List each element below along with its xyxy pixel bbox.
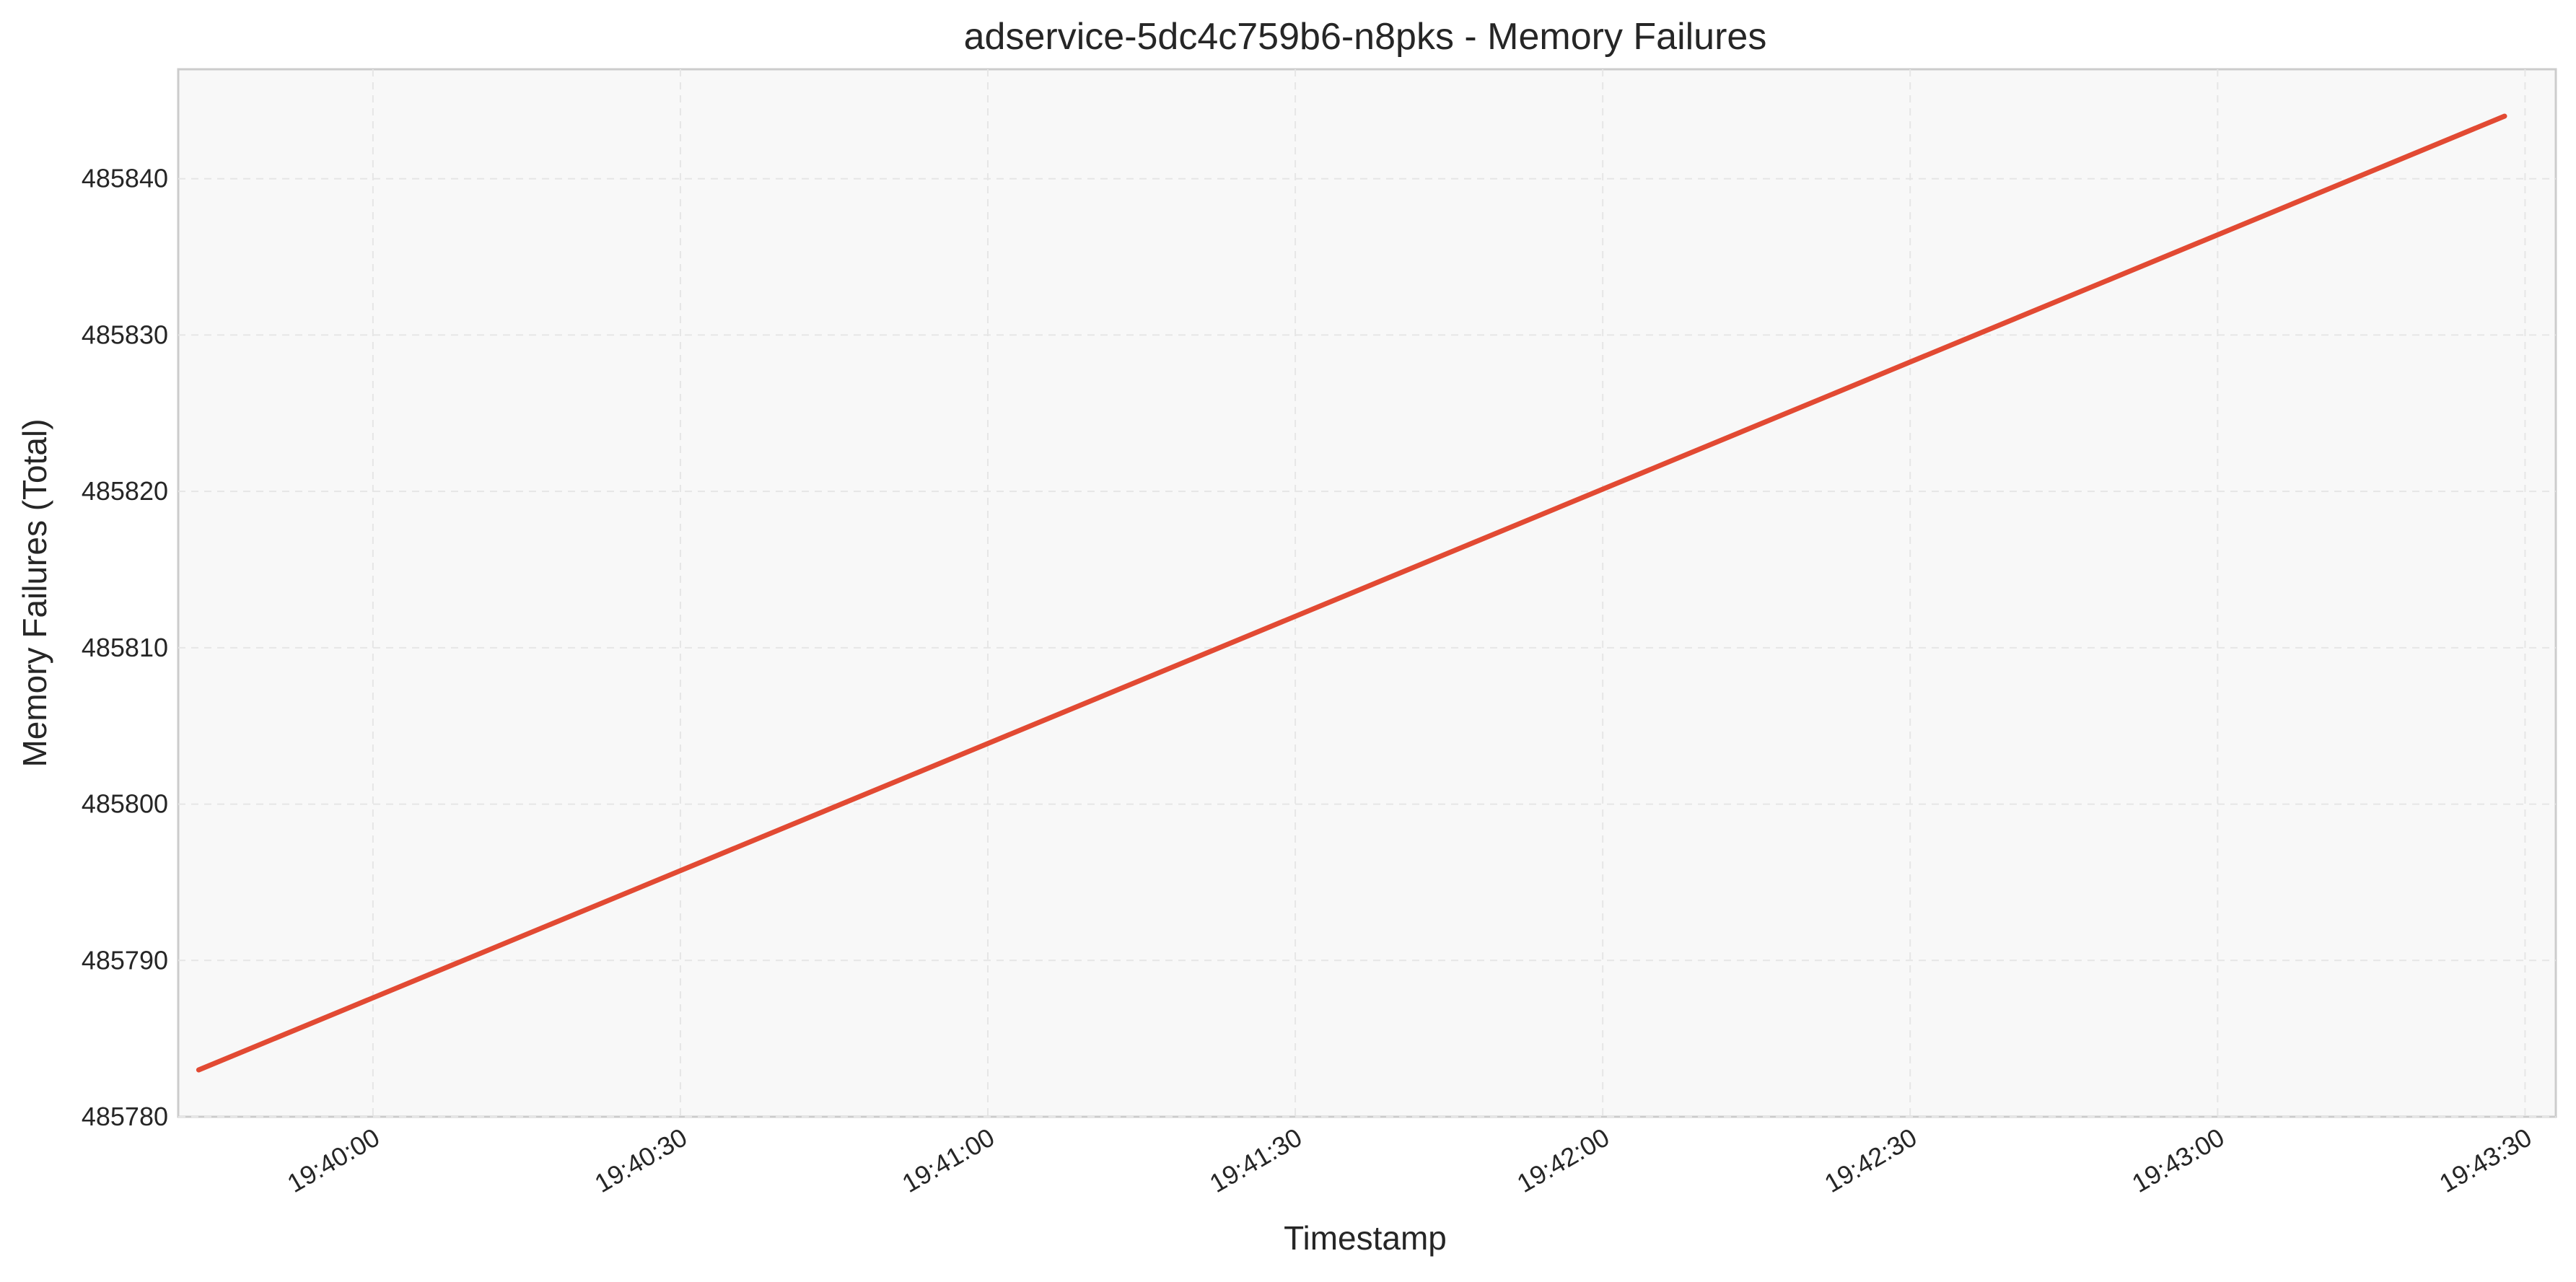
x-tick-label: 19:40:00: [282, 1122, 385, 1198]
y-tick-label: 485790: [82, 945, 168, 975]
y-tick-label: 485810: [82, 633, 168, 662]
x-tick-label: 19:41:30: [1204, 1122, 1307, 1198]
x-tick-label: 19:42:00: [1512, 1122, 1614, 1198]
y-tick-label: 485800: [82, 789, 168, 819]
x-tick-label: 19:42:30: [1819, 1122, 1922, 1198]
y-axis-label: Memory Failures (Total): [16, 418, 53, 767]
y-tick-label: 485840: [82, 164, 168, 193]
x-axis-label: Timestamp: [1284, 1219, 1447, 1257]
x-tick-label: 19:41:00: [897, 1122, 999, 1198]
x-tick-label: 19:43:00: [2126, 1122, 2229, 1198]
y-tick-label: 485830: [82, 320, 168, 349]
y-tick-label: 485820: [82, 476, 168, 506]
plot-background: [177, 68, 2557, 1118]
x-tick-label: 19:40:30: [590, 1122, 692, 1198]
chart-title: adservice-5dc4c759b6-n8pks - Memory Fail…: [964, 16, 1767, 58]
y-tick-label: 485780: [82, 1102, 168, 1131]
series-layer: [196, 113, 2507, 1073]
series-line: [196, 113, 2507, 1073]
grid-lines: [178, 69, 2556, 1118]
x-tick-label: 19:43:30: [2435, 1122, 2537, 1198]
